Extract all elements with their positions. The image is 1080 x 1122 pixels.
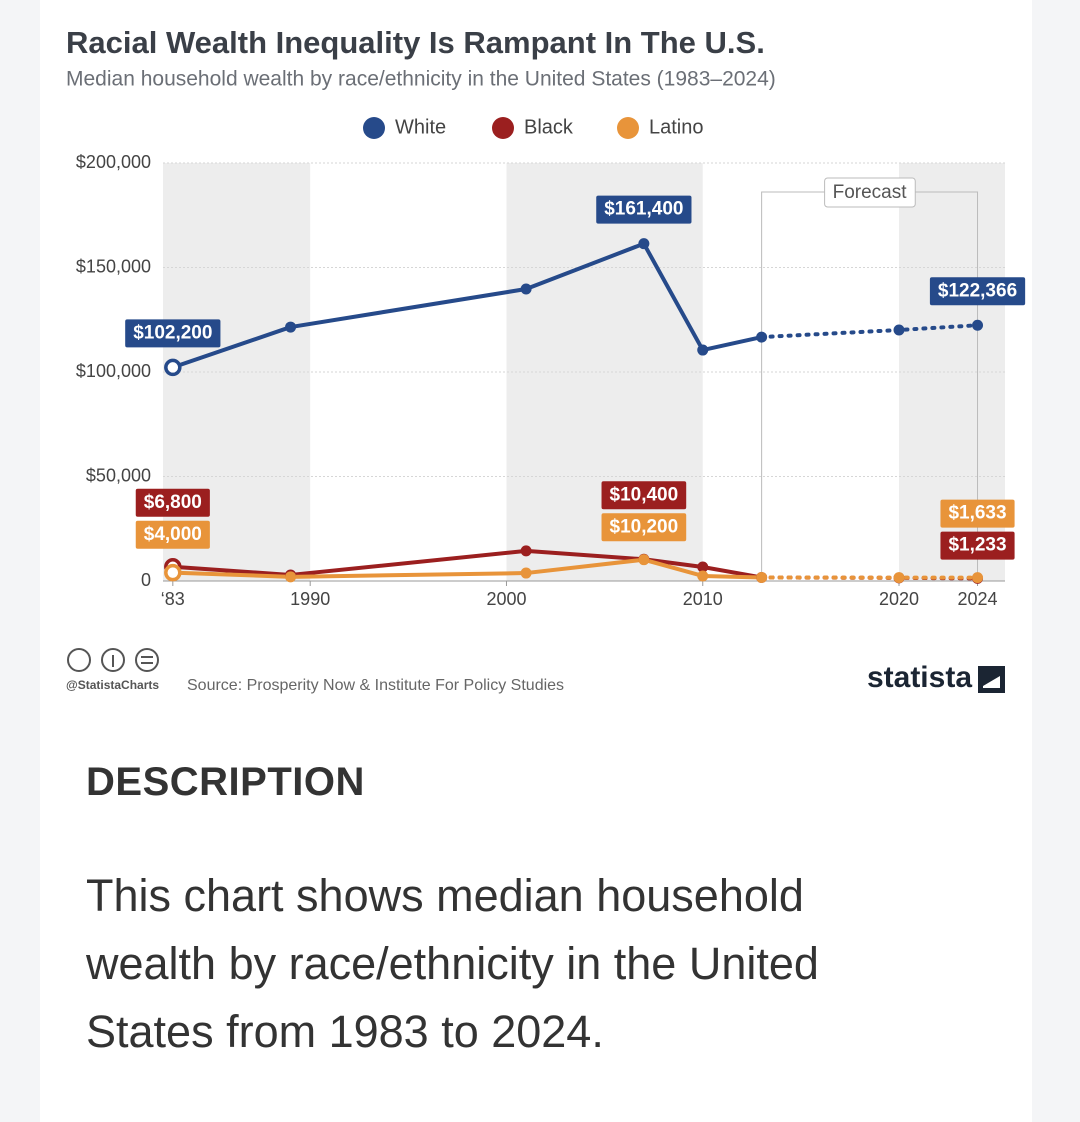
- value-label: $10,400: [610, 484, 679, 505]
- legend-marker: [617, 117, 639, 139]
- value-label: $1,233: [948, 535, 1006, 556]
- value-label: $6,800: [144, 492, 202, 513]
- chart-subtitle: Median household wealth by race/ethnicit…: [66, 68, 776, 91]
- point: [520, 545, 532, 557]
- footer-source: Source: Prosperity Now & Institute For P…: [187, 677, 564, 694]
- value-label: $10,200: [610, 516, 679, 537]
- point: [972, 319, 984, 331]
- value-label-box: [125, 319, 221, 348]
- chart-title: Racial Wealth Inequality Is Rampant In T…: [66, 25, 765, 60]
- point: [756, 331, 768, 343]
- y-tick-label: $100,000: [76, 361, 151, 381]
- point: [285, 321, 297, 333]
- x-tick-label: 1990: [290, 589, 330, 609]
- value-label: $161,400: [604, 199, 683, 220]
- point: [638, 238, 650, 250]
- point: [164, 563, 182, 582]
- value-label-box: [940, 499, 1015, 528]
- forecast-label-box: [824, 177, 916, 208]
- series-line: [170, 241, 764, 370]
- y-tick-label: $200,000: [76, 152, 151, 172]
- value-label-box: [135, 520, 210, 549]
- series-line: [170, 548, 764, 580]
- point: [893, 572, 905, 584]
- footer-handle: @StatistaCharts: [66, 678, 159, 692]
- x-tick-label: 2024: [957, 589, 997, 609]
- value-label: $122,366: [938, 280, 1017, 301]
- description-heading: DESCRIPTION: [86, 760, 365, 804]
- point: [285, 571, 297, 583]
- value-label: $4,000: [144, 524, 202, 545]
- value-label-box: [940, 531, 1015, 560]
- x-tick-label: 2010: [683, 589, 723, 609]
- point: [697, 561, 709, 573]
- description-text: This chart shows median household wealth…: [86, 870, 819, 1057]
- point: [164, 358, 182, 377]
- y-tick-label: $50,000: [86, 465, 151, 485]
- brand-logo: [978, 666, 1005, 693]
- value-label-box: [135, 488, 210, 517]
- legend-label: White: [395, 116, 446, 138]
- point: [638, 554, 650, 566]
- value-label-box: [601, 513, 687, 542]
- series-line: [170, 557, 764, 580]
- brand: statista: [867, 661, 972, 694]
- legend-marker: [363, 117, 385, 139]
- point: [697, 344, 709, 356]
- point: [520, 283, 532, 295]
- legend-label: Black: [524, 116, 574, 138]
- point: [893, 324, 905, 336]
- legend-marker: [492, 117, 514, 139]
- cc-icons: [67, 648, 159, 672]
- x-tick-label: 2020: [879, 589, 919, 609]
- point: [972, 572, 984, 584]
- value-label-box: [601, 481, 687, 510]
- y-tick-label: 0: [141, 570, 151, 590]
- value-label: $1,633: [948, 503, 1006, 524]
- legend-label: Latino: [649, 116, 704, 138]
- point: [520, 567, 532, 579]
- y-tick-label: $150,000: [76, 256, 151, 276]
- value-label: $102,200: [133, 322, 212, 343]
- point: [697, 570, 709, 582]
- chart: Racial Wealth Inequality Is Rampant In T…: [66, 25, 1026, 694]
- forecast-label: Forecast: [833, 182, 908, 203]
- value-label-box: [929, 277, 1026, 306]
- point: [756, 571, 768, 583]
- x-tick-label: ‘83: [161, 589, 185, 609]
- value-label-box: [596, 195, 692, 224]
- x-tick-label: 2000: [486, 589, 526, 609]
